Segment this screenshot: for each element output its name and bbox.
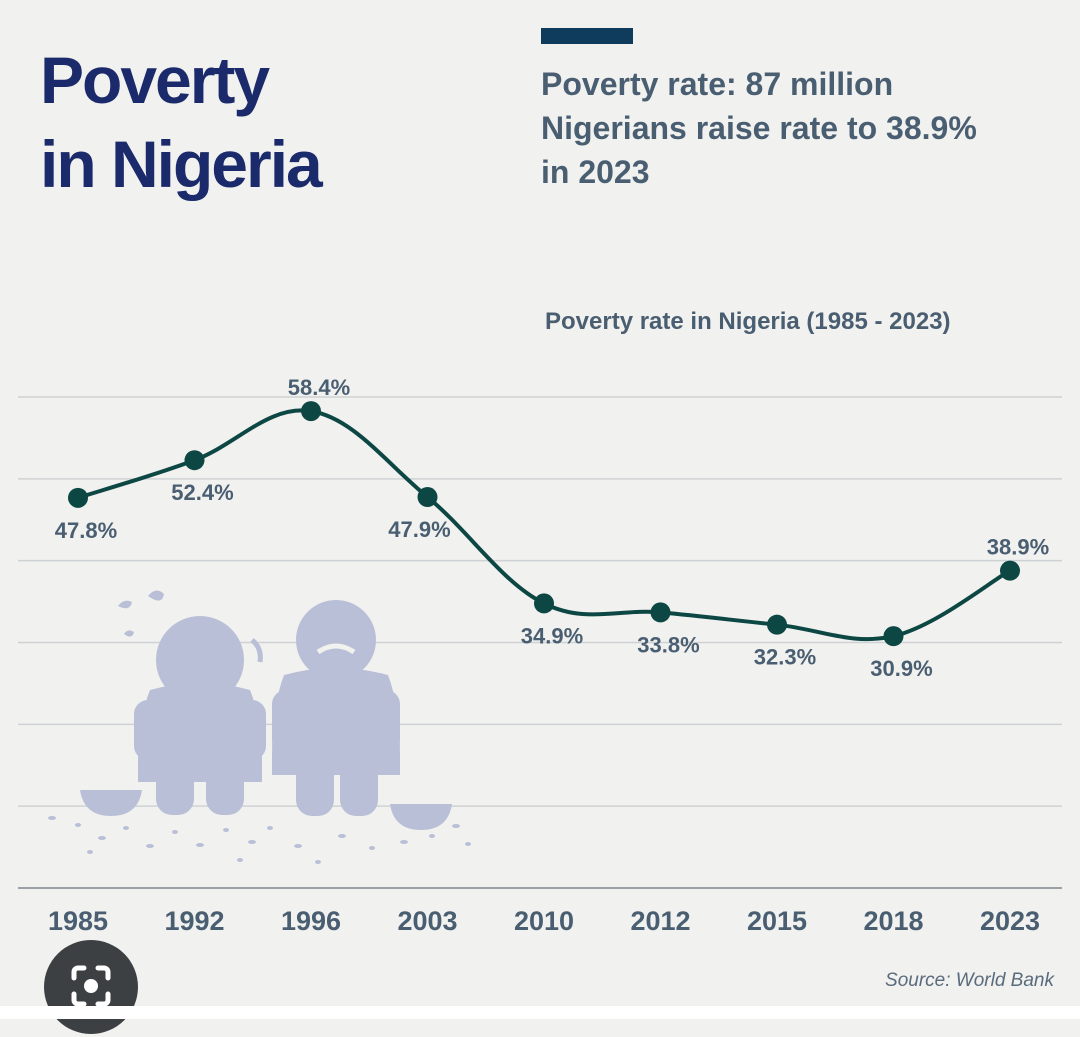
- value-label-2018: 30.9%: [870, 656, 932, 681]
- data-point-1996: [301, 401, 321, 422]
- data-point-1985: [68, 487, 88, 508]
- sweat-drop-icon: [118, 600, 132, 609]
- x-tick-2018: 2018: [863, 906, 923, 936]
- subtitle-line-2: Nigerians raise rate to 38.9%: [541, 110, 977, 146]
- title-line-1: Poverty: [40, 43, 270, 117]
- ground-crumbs: [48, 816, 471, 864]
- value-labels: 47.8% 52.4% 58.4% 47.9% 34.9% 33.8% 32.3% 30.9%…: [55, 375, 1049, 681]
- data-point-2015: [767, 614, 787, 635]
- data-point-2010: [534, 593, 554, 614]
- x-tick-1992: 1992: [164, 906, 224, 936]
- left-person: [134, 616, 266, 815]
- data-point-2023: [1000, 560, 1020, 581]
- x-tick-1985: 1985: [48, 906, 108, 936]
- data-points: [68, 401, 1020, 647]
- page-title: Poverty in Nigeria: [40, 38, 323, 206]
- right-person: [272, 600, 400, 816]
- subtitle-line-1: Poverty rate: 87 million: [541, 66, 894, 102]
- camera-lens-icon: [71, 965, 111, 1007]
- value-label-1996: 58.4%: [288, 375, 350, 400]
- x-tick-2023: 2023: [980, 906, 1040, 936]
- x-tick-2012: 2012: [630, 906, 690, 936]
- sweat-drop-icon: [124, 630, 134, 637]
- data-point-1992: [184, 450, 205, 471]
- value-label-2003: 47.9%: [388, 517, 450, 542]
- value-label-2010: 34.9%: [521, 623, 583, 648]
- x-tick-2015: 2015: [747, 906, 807, 936]
- value-label-2012: 33.8%: [637, 632, 699, 657]
- worry-mark: [250, 638, 263, 663]
- lens-search-button[interactable]: [44, 940, 138, 1034]
- source-credit: Source: World Bank: [885, 970, 1054, 991]
- sweat-drop-icon: [148, 590, 164, 601]
- value-label-2015: 32.3%: [754, 645, 816, 670]
- data-point-2003: [417, 487, 438, 508]
- x-tick-2003: 2003: [397, 906, 457, 936]
- bottom-strip: [0, 1006, 1080, 1019]
- headline-subtitle: Poverty rate: 87 million Nigerians raise…: [541, 62, 1061, 194]
- value-label-2023: 38.9%: [987, 535, 1049, 560]
- value-label-1992: 52.4%: [171, 480, 233, 505]
- right-bowl: [390, 804, 452, 830]
- chart-title: Poverty rate in Nigeria (1985 - 2023): [545, 308, 951, 335]
- accent-bar: [541, 28, 633, 44]
- sad-people-illustration: [48, 590, 471, 864]
- data-point-2012: [650, 602, 671, 623]
- left-bowl: [80, 790, 142, 816]
- x-tick-1996: 1996: [281, 906, 341, 936]
- x-tick-2010: 2010: [514, 906, 574, 936]
- sad-mouth: [316, 643, 356, 655]
- value-label-1985: 47.8%: [55, 518, 117, 543]
- data-point-2018: [883, 626, 904, 647]
- subtitle-line-3: in 2023: [541, 154, 650, 190]
- x-axis-tick-labels: 1985 1992 1996 2003 2010 2012 2015 2018 2023: [48, 906, 1040, 936]
- title-line-2: in Nigeria: [40, 127, 323, 201]
